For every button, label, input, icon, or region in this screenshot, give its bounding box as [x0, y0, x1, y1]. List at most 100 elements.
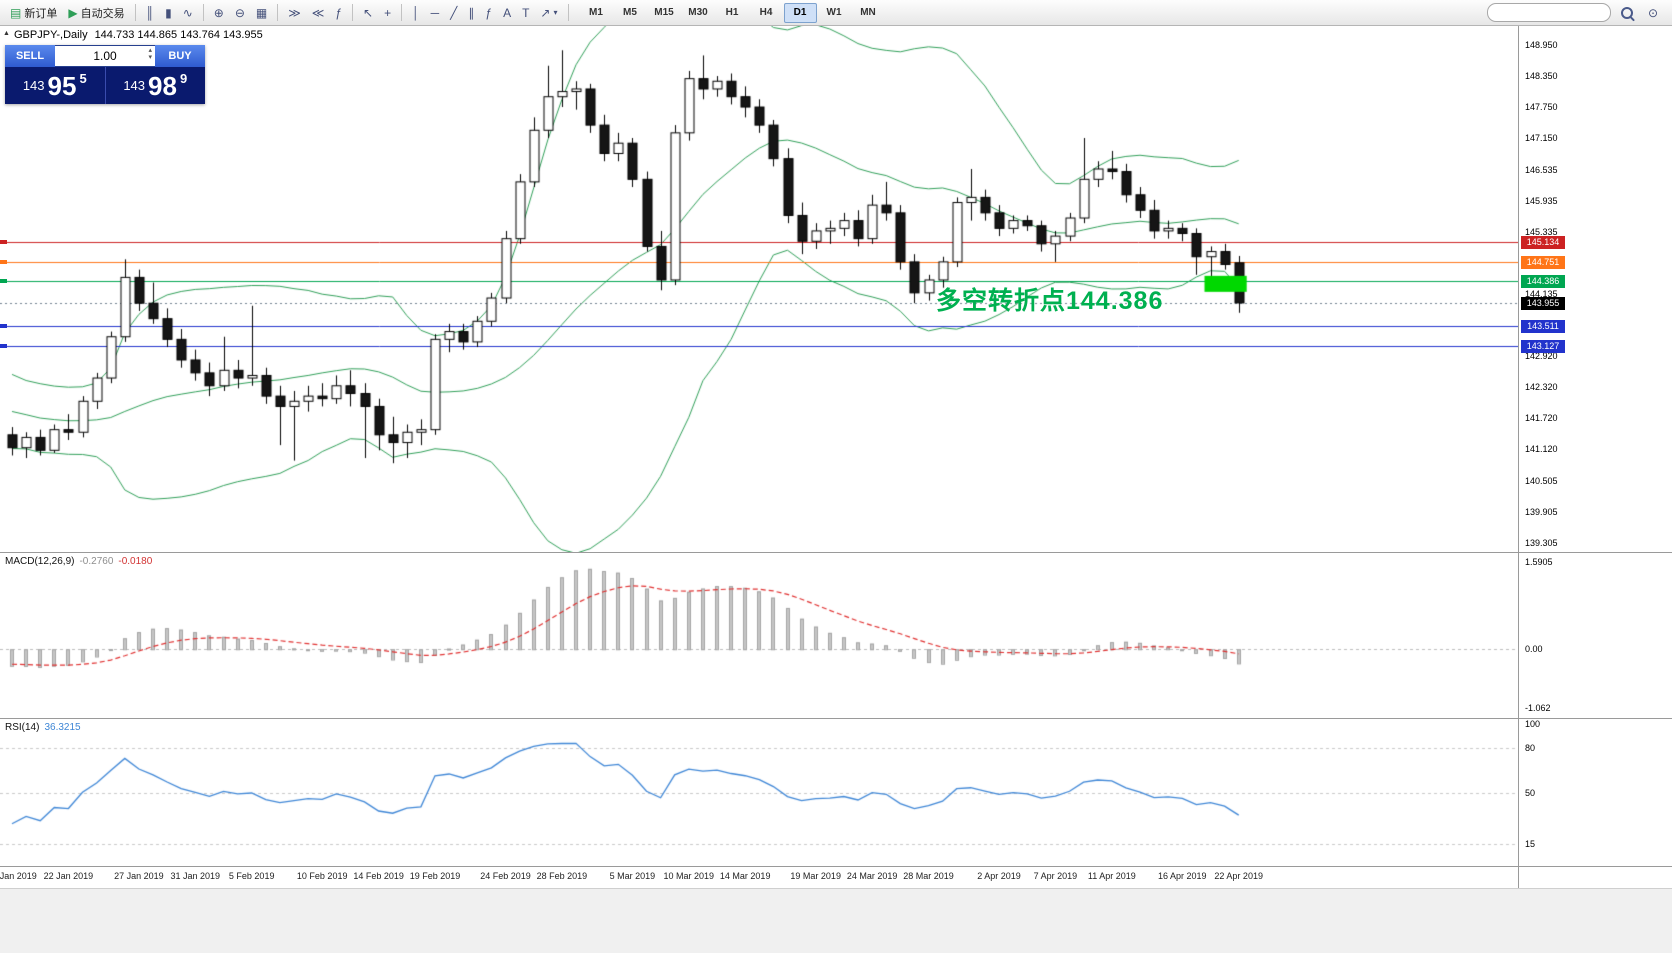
search-input[interactable] [1486, 3, 1611, 22]
macd-label: MACD(12,26,9) -0.2760 -0.0180 [5, 556, 152, 567]
toolbar-separator [134, 4, 136, 21]
horizontal-line-tool-button[interactable]: ─ [426, 3, 445, 23]
vertical-line-icon: │ [412, 5, 420, 20]
timeframe-w1-button[interactable]: W1 [826, 7, 842, 18]
chart-shift-button[interactable]: ≪ [307, 3, 330, 23]
timeframe-m30-button[interactable]: M30 [688, 7, 708, 18]
text-icon: A [503, 5, 512, 20]
trendline-tool-button[interactable]: ╱ [445, 3, 462, 23]
text-label-icon: T [522, 5, 530, 20]
cursor-tool-button[interactable]: ↖ [358, 3, 378, 23]
turning-point-annotation: 多空转折点144.386 [936, 287, 1164, 315]
price-level-tag[interactable]: 145.134 [1521, 236, 1565, 250]
channel-tool-button[interactable]: ∥ [463, 3, 479, 23]
fibonacci-tool-button[interactable]: ƒ [480, 3, 497, 23]
buy-price-pip-digit: 9 [179, 71, 188, 86]
price-axis-label: 139.905 [1525, 506, 1558, 517]
buy-price-display[interactable]: 143 98 9 [104, 67, 206, 104]
price-axis-label: 147.750 [1525, 102, 1558, 113]
arrow-tools-button[interactable]: ↗ ▾ [535, 3, 562, 23]
price-axis-label: 141.720 [1525, 413, 1558, 424]
sell-price-display[interactable]: 143 95 5 [5, 67, 105, 104]
date-axis-label: 17 Jan 2019 [0, 871, 37, 881]
price-axis-label: 147.150 [1525, 133, 1558, 143]
community-button[interactable]: ⊙ [1643, 3, 1663, 23]
macd-axis-label: -1.062 [1525, 702, 1551, 713]
date-axis[interactable]: 17 Jan 2019 22 Jan 2019 27 Jan 2019 31 Jan … [0, 866, 1518, 888]
timeframe-m15-button[interactable]: M15 [654, 7, 674, 18]
cursor-icon: ↖ [363, 5, 374, 20]
text-tool-button[interactable]: A [498, 3, 516, 23]
price-level-tag[interactable]: 143.511 [1521, 319, 1565, 333]
level-left-marker [0, 240, 7, 245]
level-left-marker [0, 343, 7, 348]
timeframe-m5-button[interactable]: M5 [623, 7, 637, 18]
community-icon: ⊙ [1647, 5, 1658, 20]
chart-ohlc-values: 144.733 144.865 143.764 143.955 [94, 29, 263, 41]
price-axis-label: 145.335 [1525, 226, 1558, 237]
new-order-button[interactable]: ▤ 新订单 [5, 3, 62, 23]
crosshair-icon: + [384, 5, 392, 20]
macd-value-2: -0.0180 [118, 556, 153, 567]
buy-button[interactable]: BUY [155, 45, 205, 67]
timeframe-h4-button[interactable]: H4 [759, 7, 773, 18]
price-level-tag[interactable]: 144.386 [1521, 274, 1565, 288]
date-axis-label: 24 Feb 2019 [480, 871, 531, 881]
sell-button[interactable]: SELL [5, 45, 55, 67]
bar-chart-icon: ║ [145, 5, 155, 20]
date-axis-label: 31 Jan 2019 [170, 871, 221, 881]
macd-indicator-canvas[interactable] [0, 553, 1518, 718]
price-axis-label: 146.535 [1525, 164, 1558, 175]
panel-separator[interactable] [0, 718, 1672, 719]
date-axis-label: 19 Mar 2019 [790, 871, 841, 881]
auto-scroll-button[interactable]: ≫ [283, 3, 306, 23]
price-axis[interactable]: 148.950 148.350 147.750 147.150 146.535 145.9… [1519, 26, 1671, 552]
vertical-line-tool-button[interactable]: │ [407, 3, 425, 23]
chart-collapse-icon[interactable]: ▲ [3, 30, 10, 37]
text-label-tool-button[interactable]: T [517, 3, 534, 23]
tile-windows-button[interactable]: ▦ [251, 3, 272, 23]
price-axis-label: 142.920 [1525, 351, 1558, 362]
date-axis-label: 28 Mar 2019 [903, 871, 954, 881]
price-level-tag[interactable]: 144.751 [1521, 255, 1565, 269]
line-chart-button[interactable]: ∿ [178, 3, 198, 23]
price-axis-label: 148.350 [1525, 71, 1558, 82]
timeframe-m1-button[interactable]: M1 [589, 7, 603, 18]
search-button[interactable] [1616, 3, 1638, 23]
zoom-out-icon: ⊖ [234, 5, 245, 20]
candle-chart-button[interactable]: ▮ [160, 3, 177, 23]
price-level-tag[interactable]: 143.127 [1521, 339, 1565, 353]
indicators-button[interactable]: ƒ [330, 3, 347, 23]
trendline-icon: ╱ [450, 5, 458, 20]
arrow-tools-icon: ↗ [540, 5, 551, 20]
rsi-label: RSI(14) 36.3215 [5, 722, 81, 733]
volume-down-button[interactable]: ▾ [148, 54, 152, 61]
zoom-in-icon: ⊕ [213, 5, 224, 20]
zoom-out-button[interactable]: ⊖ [230, 3, 250, 23]
date-axis-label: 27 Jan 2019 [114, 871, 164, 881]
crosshair-tool-button[interactable]: + [379, 3, 396, 23]
date-axis-label: 14 Mar 2019 [719, 871, 771, 881]
autotrading-icon: ▶ [68, 5, 78, 20]
price-axis-label: 148.950 [1525, 40, 1558, 51]
panel-separator [0, 866, 1672, 867]
sell-price-big-digits: 95 [47, 70, 77, 101]
volume-input[interactable]: 1.00 ▴ ▾ [55, 45, 155, 67]
rsi-axis: 100 80 50 15 [1519, 719, 1671, 866]
macd-value-1: -0.2760 [79, 556, 114, 567]
panel-separator[interactable] [0, 552, 1672, 553]
timeframe-mn-button[interactable]: MN [860, 7, 876, 18]
rsi-indicator-canvas[interactable] [0, 719, 1518, 866]
price-chart-canvas[interactable] [0, 26, 1518, 552]
volume-up-button[interactable]: ▴ [148, 47, 152, 54]
timeframe-d1-button[interactable]: D1 [783, 2, 817, 23]
level-left-marker [0, 259, 7, 264]
timeframe-h1-button[interactable]: H1 [725, 7, 739, 18]
autotrading-button[interactable]: ▶ 自动交易 [63, 3, 129, 23]
zoom-in-button[interactable]: ⊕ [209, 3, 229, 23]
chart-title: GBPJPY-,Daily 144.733 144.865 143.764 14… [14, 29, 263, 41]
rsi-name: RSI(14) [5, 722, 40, 733]
bar-chart-button[interactable]: ║ [141, 3, 160, 23]
buy-price-prefix: 143 [123, 78, 146, 93]
volume-value: 1.00 [93, 49, 117, 63]
